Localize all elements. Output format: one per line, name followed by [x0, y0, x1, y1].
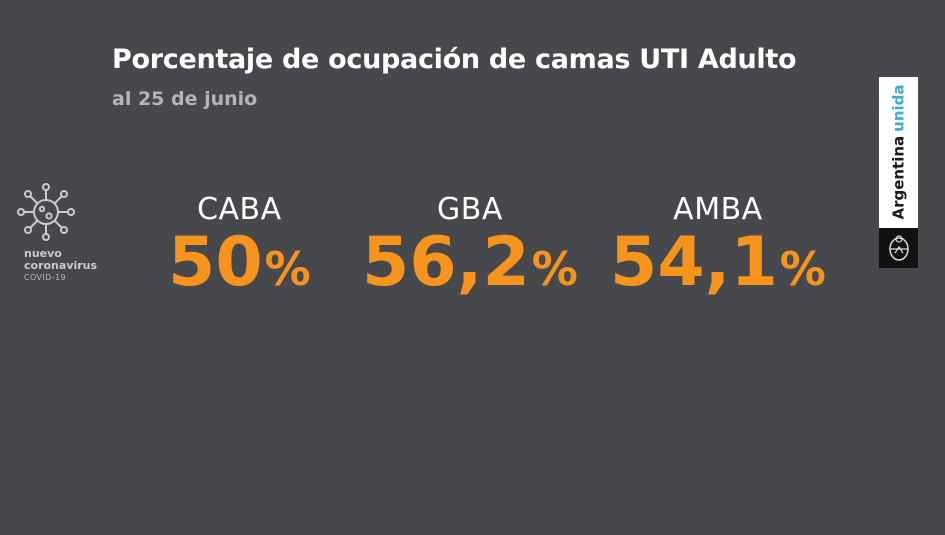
- stat-number: 50: [168, 223, 263, 302]
- badge-text-argentina: Argentina: [889, 135, 908, 220]
- logo-line-2: coronavirus: [24, 259, 98, 272]
- coronavirus-logo: nuevo coronavirus COVID-19: [14, 182, 114, 284]
- national-seal-icon: [879, 228, 918, 268]
- stat-value: 54,1%: [610, 229, 826, 297]
- stat-region-label: GBA: [437, 192, 503, 227]
- logo-line-1: nuevo: [24, 247, 62, 260]
- badge-text-unida: unida: [889, 84, 908, 132]
- stat-unit: %: [531, 242, 578, 296]
- stat-gba: GBA 56,2%: [362, 192, 578, 297]
- virus-icon: [17, 183, 75, 241]
- stat-unit: %: [779, 242, 826, 296]
- stat-region-label: CABA: [197, 192, 282, 227]
- stat-value: 56,2%: [362, 229, 578, 297]
- badge-text: Argentina unida: [879, 77, 918, 227]
- logo-text: nuevo coronavirus COVID-19: [24, 248, 114, 284]
- stat-number: 56,2: [362, 223, 530, 302]
- stat-caba: CABA 50%: [168, 192, 311, 297]
- stat-number: 54,1: [610, 223, 778, 302]
- stat-value: 50%: [168, 229, 311, 297]
- page-title: Porcentaje de ocupación de camas UTI Adu…: [112, 44, 797, 75]
- argentina-unida-badge: Argentina unida: [879, 77, 918, 268]
- stat-amba: AMBA 54,1%: [610, 192, 826, 297]
- stat-unit: %: [264, 242, 311, 296]
- page-subtitle: al 25 de junio: [112, 88, 258, 110]
- stat-region-label: AMBA: [673, 192, 763, 227]
- logo-line-3: COVID-19: [24, 273, 67, 282]
